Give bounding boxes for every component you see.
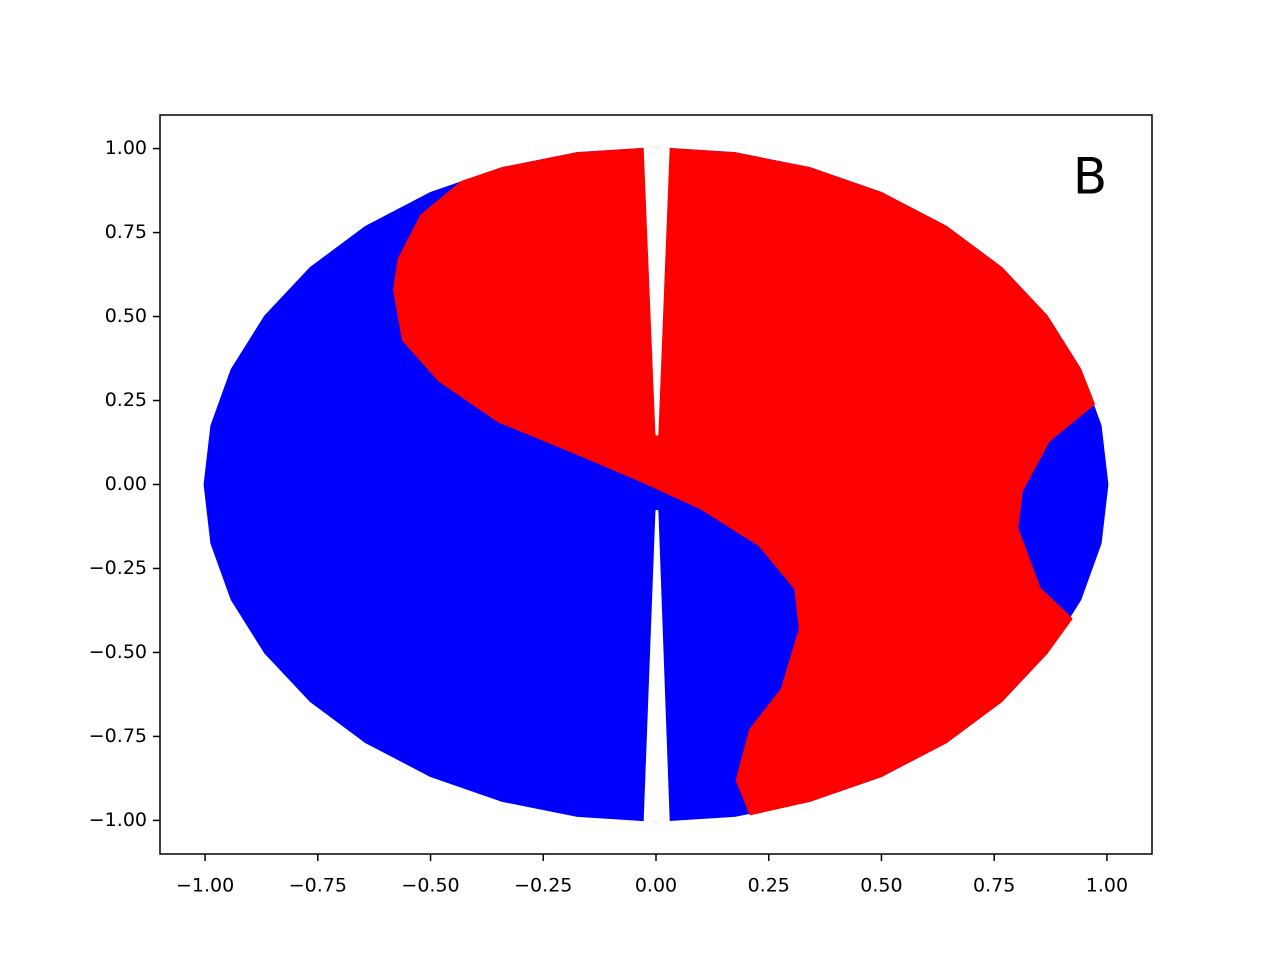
y-tick-label: 0.25 (105, 389, 147, 411)
x-tick-label: −1.00 (176, 875, 234, 897)
panel-label: B (1073, 148, 1107, 206)
x-tick-label: −0.75 (289, 875, 347, 897)
y-tick-label: 1.00 (105, 137, 147, 159)
y-tick-label: −0.75 (89, 725, 147, 747)
y-tick-label: −0.50 (89, 641, 147, 663)
x-tick-label: −0.25 (514, 875, 572, 897)
y-tick-label: 0.75 (105, 221, 147, 243)
plot-area (203, 147, 1109, 822)
y-tick-label: −0.25 (89, 557, 147, 579)
region (643, 147, 670, 436)
x-tick-label: −0.50 (401, 875, 459, 897)
y-tick-label: 0.50 (105, 305, 147, 327)
x-tick-label: 0.00 (635, 875, 677, 897)
x-tick-label: 0.25 (748, 875, 790, 897)
region (643, 509, 670, 822)
y-tick-label: −1.00 (89, 809, 147, 831)
y-tick-label: 0.00 (105, 473, 147, 495)
x-tick-label: 1.00 (1086, 875, 1128, 897)
region (392, 147, 1095, 816)
x-tick-label: 0.75 (973, 875, 1015, 897)
x-tick-label: 0.50 (860, 875, 902, 897)
